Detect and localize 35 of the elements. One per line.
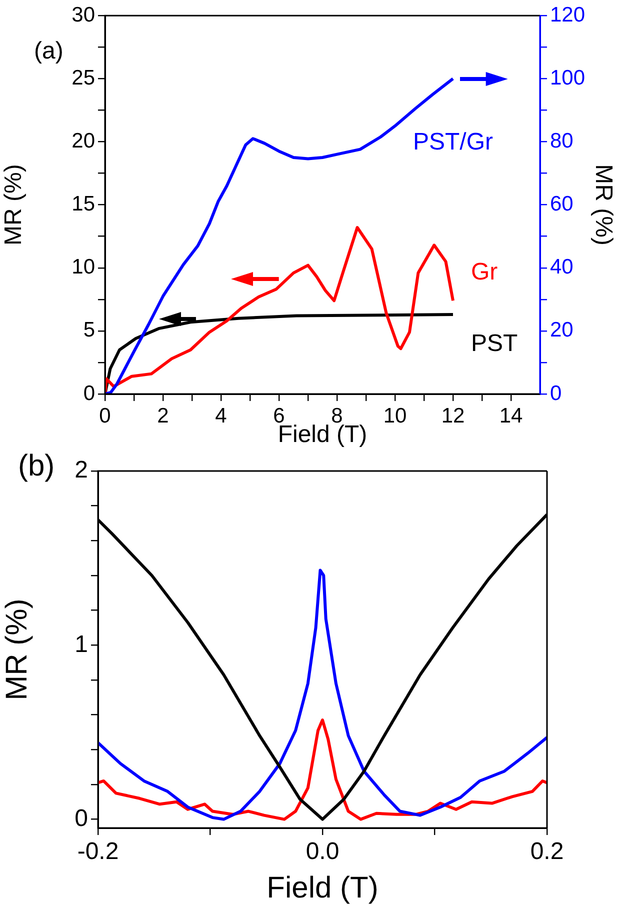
series-label: PST xyxy=(471,330,518,358)
text: (a) xyxy=(34,38,64,65)
y-axis-title: MR (%) xyxy=(0,598,34,700)
series-label: Gr xyxy=(471,258,498,286)
x-tick-label: -0.2 xyxy=(77,838,119,866)
y-tick-label: 5 xyxy=(83,318,95,342)
x-axis-title: Field (T) xyxy=(266,871,378,904)
x-tick-label: 4 xyxy=(215,404,228,428)
text: (b) xyxy=(18,449,55,482)
y2-tick-label: 100 xyxy=(550,66,586,90)
x-tick-label: 0 xyxy=(99,404,111,428)
series-label: PST/Gr xyxy=(412,128,494,156)
y2-tick-label: 20 xyxy=(550,318,574,342)
y-tick-label: 0 xyxy=(74,804,88,832)
y2-tick-label: 0 xyxy=(550,382,562,405)
y-tick-label: 2 xyxy=(74,456,88,484)
x-tick-label: 2 xyxy=(157,404,169,428)
x-tick-label: 0.0 xyxy=(306,838,340,866)
x-tick-label: 14 xyxy=(499,404,523,428)
y2-tick-label: 120 xyxy=(550,3,586,26)
x-tick-label: 0.2 xyxy=(530,838,564,866)
x-tick-label: 10 xyxy=(383,404,407,428)
y2-tick-label: 40 xyxy=(550,256,574,279)
y-tick-label: 0 xyxy=(83,382,95,405)
y-tick-label: 25 xyxy=(72,66,95,90)
y-tick-label: 15 xyxy=(72,192,95,216)
y2-tick-label: 80 xyxy=(550,130,574,153)
y-tick-label: 30 xyxy=(72,3,95,26)
y2-axis-title: MR (%) xyxy=(590,164,617,246)
x-tick-label: 12 xyxy=(441,404,465,428)
y-axis-title: MR (%) xyxy=(0,164,28,246)
y-tick-label: 20 xyxy=(72,130,95,153)
y-tick-label: 10 xyxy=(72,256,95,279)
y-tick-label: 1 xyxy=(74,630,88,658)
y2-tick-label: 60 xyxy=(550,192,574,216)
